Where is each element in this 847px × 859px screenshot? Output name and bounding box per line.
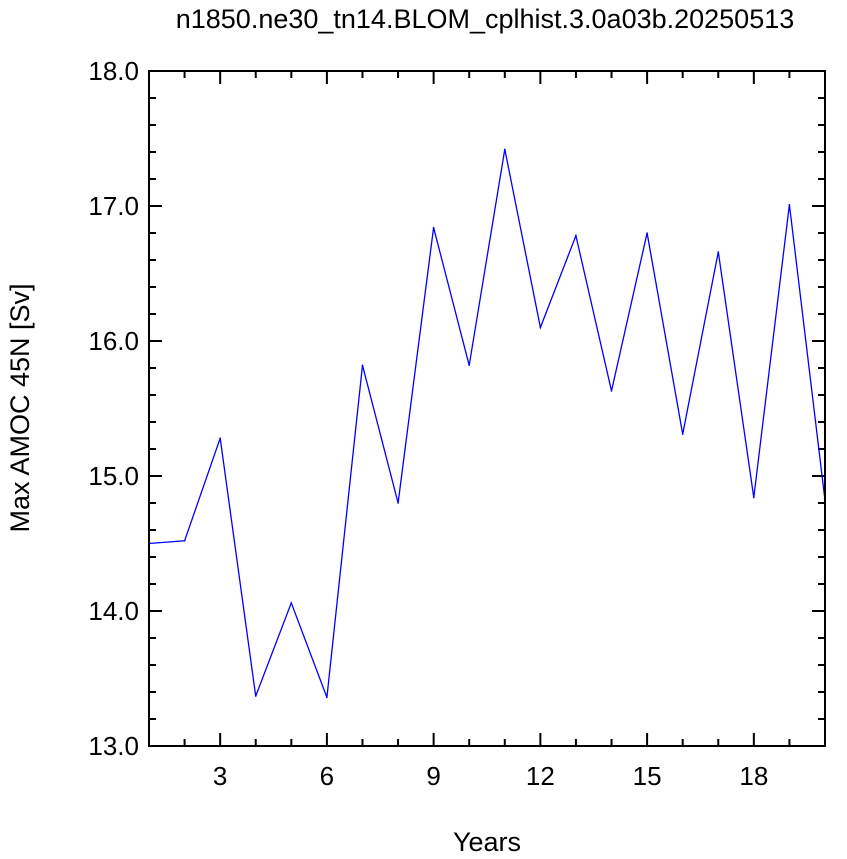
y-tick-label: 18.0 — [88, 56, 139, 86]
data-point — [183, 540, 186, 542]
y-tick-label: 15.0 — [88, 461, 139, 491]
x-tick-label: 12 — [526, 761, 555, 791]
chart-title: n1850.ne30_tn14.BLOM_cplhist.3.0a03b.202… — [176, 4, 795, 34]
data-point — [290, 602, 293, 604]
series-line — [148, 149, 826, 698]
data-point — [361, 364, 364, 367]
x-axis-label: Years — [453, 827, 521, 857]
data-point — [539, 326, 542, 329]
data-point — [753, 496, 755, 499]
data-point — [717, 251, 720, 253]
x-tick-label: 9 — [426, 761, 440, 791]
data-point — [503, 148, 506, 151]
axis-tick-labels: 3 6 9 12 15 18 13.0 14.0 15.0 16.0 17.0 18.0 — [88, 56, 768, 791]
x-tick-label: 6 — [320, 761, 334, 791]
data-point — [432, 226, 435, 229]
data-point — [646, 232, 648, 234]
data-point — [397, 502, 399, 504]
y-tick-label: 16.0 — [88, 326, 139, 356]
y-axis-label: Max AMOC 45N [Sv] — [5, 283, 35, 532]
data-point — [610, 390, 613, 392]
data-point — [254, 695, 257, 697]
y-tick-label: 17.0 — [88, 191, 139, 221]
y-tick-label: 13.0 — [88, 731, 139, 761]
data-point — [681, 433, 684, 435]
data-points — [148, 148, 826, 699]
x-tick-label: 15 — [633, 761, 662, 791]
plot-frame — [148, 70, 826, 747]
data-point — [575, 234, 577, 237]
data-point — [468, 364, 471, 367]
data-point — [219, 437, 221, 440]
y-tick-label: 14.0 — [88, 596, 139, 626]
axis-ticks — [148, 70, 826, 747]
data-point — [326, 696, 328, 699]
x-tick-label: 18 — [739, 761, 768, 791]
data-point — [788, 203, 791, 206]
x-tick-label: 3 — [213, 761, 227, 791]
